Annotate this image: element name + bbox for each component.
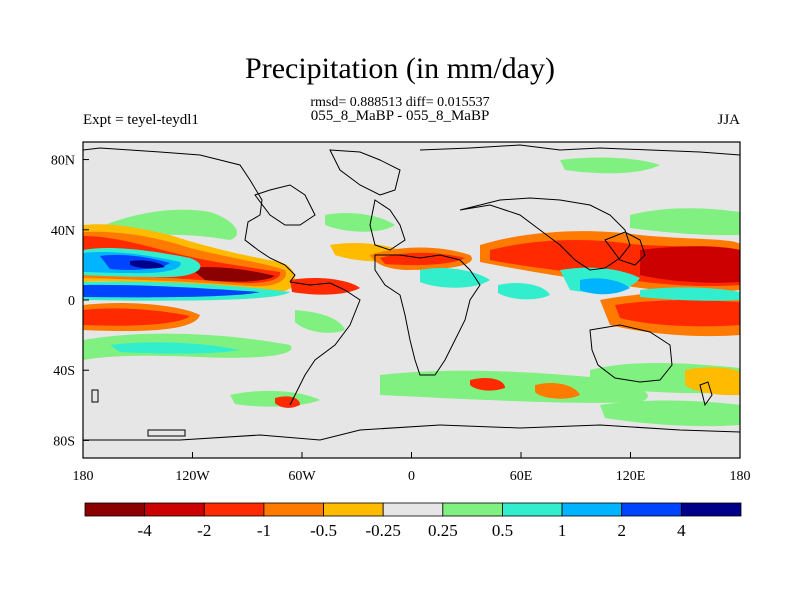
colorbar-swatch	[680, 502, 742, 517]
colorbar-swatch	[442, 502, 503, 517]
precip-patch	[685, 367, 740, 396]
precip-patch	[470, 377, 505, 391]
map-panel	[83, 142, 740, 458]
colorbar-swatch	[203, 502, 265, 517]
y-tick-label: 40N	[51, 224, 75, 239]
x-tick-label: 180	[730, 469, 751, 484]
stats-line: rmsd= 0.888513 diff= 0.015537	[310, 95, 490, 110]
precip-patch	[630, 208, 740, 236]
colorbar-label: -0.5	[310, 521, 337, 540]
coastline	[369, 199, 406, 251]
season-label: JJA	[717, 112, 740, 128]
x-tick-label: 0	[408, 469, 415, 484]
precip-patch	[380, 370, 648, 403]
coastline	[329, 149, 401, 196]
coastline	[419, 144, 740, 156]
experiment-label: Expt = teyel-teydl1	[83, 112, 199, 128]
x-tick-label: 180	[73, 469, 94, 484]
x-tick-label: 60W	[288, 469, 316, 484]
precip-patch	[295, 310, 345, 333]
coastline	[604, 231, 646, 266]
precip-patch	[498, 283, 550, 300]
x-tick-label: 60E	[510, 469, 533, 484]
precip-patch	[580, 278, 630, 295]
colorbar-swatch	[84, 502, 146, 517]
y-tick-label: 0	[68, 294, 75, 309]
x-tick-label: 120W	[175, 469, 210, 484]
y-axis: 80N 40N 0 40S 80S	[51, 154, 89, 449]
precip-patch	[83, 284, 260, 298]
precip-patch	[130, 260, 165, 269]
precip-patch	[190, 267, 275, 282]
y-tick-label: 80S	[53, 434, 75, 449]
precip-patch	[535, 383, 580, 399]
y-tick-label: 40S	[53, 364, 75, 379]
coastline	[91, 389, 99, 403]
precip-patch	[325, 213, 395, 232]
colorbar-label: 4	[677, 521, 686, 540]
precip-patch	[640, 287, 740, 301]
colorbar-swatch	[323, 502, 384, 517]
precip-patch	[83, 308, 190, 326]
colorbar-label: -4	[138, 521, 153, 540]
colorbar-swatch	[502, 502, 563, 517]
precip-patch	[640, 246, 740, 283]
precip-patch	[275, 396, 300, 408]
colorbar-label: -0.25	[365, 521, 400, 540]
colorbar-label: 0.25	[428, 521, 458, 540]
precip-patch	[600, 400, 740, 427]
precip-patch	[110, 342, 240, 354]
page-title: Precipitation (in mm/day)	[245, 52, 555, 85]
coastline	[254, 184, 316, 226]
subtitle: 055_8_MaBP - 055_8_MaBP	[310, 108, 490, 124]
x-tick-label: 120E	[616, 469, 646, 484]
coastline	[459, 197, 631, 271]
coastline	[374, 254, 481, 376]
coastline	[439, 424, 740, 433]
coastline	[589, 324, 673, 383]
colorbar-swatch	[263, 502, 324, 517]
colorbar-label: 2	[617, 521, 626, 540]
colorbar: -4 -2 -1 -0.5 -0.25 0.25 0.5 1 2 4	[84, 502, 742, 540]
x-axis: 180 120W 60W 0 60E 120E 180	[73, 452, 751, 484]
precip-patch	[290, 277, 360, 295]
colorbar-label: 1	[558, 521, 567, 540]
colorbar-swatch	[382, 502, 444, 517]
precip-field	[83, 157, 740, 427]
colorbar-label: -1	[257, 521, 271, 540]
colorbar-swatch	[621, 502, 682, 517]
coastline	[147, 429, 186, 437]
precip-patch	[615, 300, 740, 327]
coastline	[699, 381, 713, 407]
coastline	[83, 147, 296, 283]
y-tick-label: 80N	[51, 154, 75, 169]
colorbar-swatch	[144, 502, 205, 517]
colorbar-label: -2	[197, 521, 211, 540]
coastlines	[83, 144, 740, 441]
colorbar-swatch	[561, 502, 623, 517]
coastline	[289, 281, 361, 406]
coastline	[83, 424, 441, 441]
colorbar-label: 0.5	[492, 521, 513, 540]
precip-patch	[560, 157, 660, 174]
